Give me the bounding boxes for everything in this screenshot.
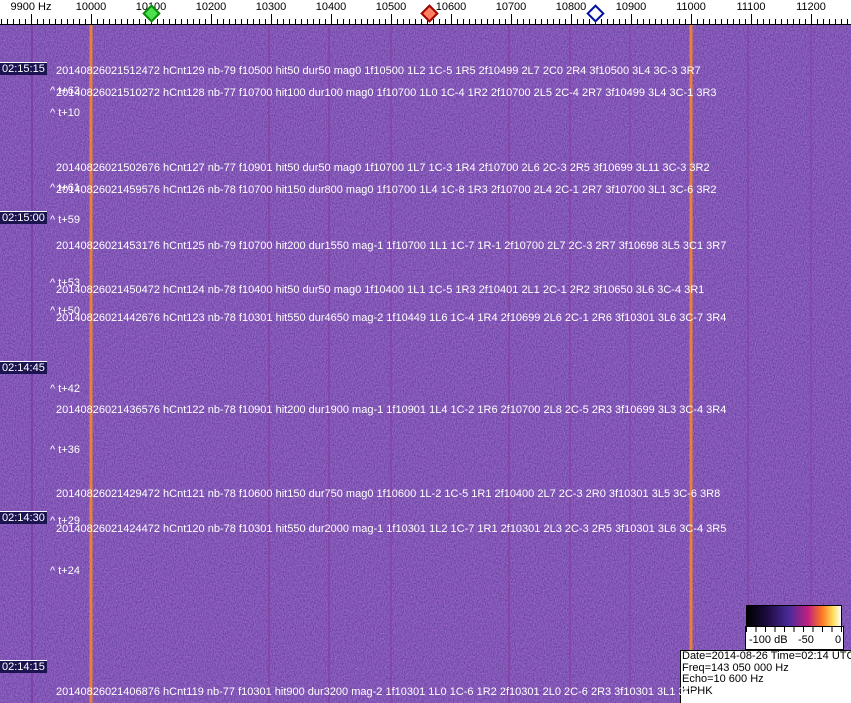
noise-background bbox=[0, 25, 851, 703]
info-box: Date=2014-08-26 Time=02:14 UTC Freq=143 0… bbox=[680, 650, 851, 703]
detection-line: 20140826021502676 hCnt127 nb-77 f10901 h… bbox=[56, 162, 710, 174]
major-tick bbox=[91, 14, 92, 24]
time-label: 02:14:15 bbox=[0, 660, 47, 673]
signal-lines bbox=[31, 25, 812, 703]
info-line: Date=2014-08-26 Time=02:14 UTC bbox=[682, 650, 851, 662]
major-tick bbox=[31, 14, 32, 24]
colorbar-label: -100 dB bbox=[749, 634, 788, 646]
detection-line: 20140826021459576 hCnt126 nb-78 f10700 h… bbox=[56, 184, 717, 196]
detection-line: 20140826021406876 hCnt119 nb-77 f10301 h… bbox=[56, 686, 693, 698]
time-label: 02:14:45 bbox=[0, 361, 47, 374]
time-label: 02:15:00 bbox=[0, 211, 47, 224]
detection-line: 20140826021512472 hCnt129 nb-79 f10500 h… bbox=[56, 65, 701, 77]
major-tick bbox=[331, 14, 332, 24]
time-marker: ^ t+42 bbox=[50, 383, 80, 395]
detection-line: 20140826021442676 hCnt123 nb-78 f10301 h… bbox=[56, 312, 727, 324]
info-line: HPHK bbox=[682, 684, 713, 697]
time-marker: ^ t+50 bbox=[50, 305, 80, 317]
frequency-label: 11100 bbox=[736, 1, 766, 13]
major-tick bbox=[451, 14, 452, 24]
detection-line: 20140826021424472 hCnt120 nb-78 f10301 h… bbox=[56, 523, 727, 535]
major-tick bbox=[391, 14, 392, 24]
frequency-label: 10900 bbox=[615, 1, 647, 13]
frequency-label: 10000 bbox=[75, 1, 107, 13]
time-marker: ^ t+10 bbox=[50, 107, 80, 119]
major-tick bbox=[691, 14, 692, 24]
detection-line: 20140826021429472 hCnt121 nb-78 f10600 h… bbox=[56, 488, 721, 500]
major-tick bbox=[271, 14, 272, 24]
time-marker: ^ t+59 bbox=[50, 214, 80, 226]
frequency-label: 10400 bbox=[315, 1, 347, 13]
major-tick bbox=[751, 14, 752, 24]
frequency-label: 10600 bbox=[435, 1, 467, 13]
waterfall bbox=[0, 25, 851, 703]
colorbar-label: 0 bbox=[835, 634, 842, 646]
frequency-label: 11000 bbox=[676, 1, 706, 13]
time-marker: ^ t+63 bbox=[50, 85, 80, 97]
frequency-label: 11200 bbox=[796, 1, 826, 13]
frequency-label: 10500 bbox=[375, 1, 407, 13]
major-tick bbox=[631, 14, 632, 24]
colorbar bbox=[746, 605, 842, 627]
frequency-label: 10700 bbox=[495, 1, 527, 13]
info-line: Freq=143 050 000 Hz bbox=[682, 661, 789, 674]
detection-line: 20140826021453176 hCnt125 nb-79 f10700 h… bbox=[56, 240, 727, 252]
time-label: 02:14:30 bbox=[0, 511, 47, 524]
colorbar-label: -50 bbox=[798, 634, 814, 646]
time-marker: ^ t+53 bbox=[50, 277, 80, 289]
major-tick bbox=[511, 14, 512, 24]
major-tick bbox=[571, 14, 572, 24]
colorbar-scale: -100 dB -50 0 bbox=[745, 626, 844, 650]
frequency-label: 10800 bbox=[555, 1, 587, 13]
detection-line: 20140826021450472 hCnt124 nb-78 f10400 h… bbox=[56, 284, 705, 296]
frequency-label: 10300 bbox=[255, 1, 287, 13]
major-tick bbox=[211, 14, 212, 24]
time-marker: ^ t+61 bbox=[50, 182, 80, 194]
major-tick bbox=[811, 14, 812, 24]
time-marker: ^ t+29 bbox=[50, 515, 80, 527]
detection-line: 20140826021510272 hCnt128 nb-77 f10700 h… bbox=[56, 87, 717, 99]
time-label: 02:15:15 bbox=[0, 62, 47, 75]
time-marker: ^ t+24 bbox=[50, 565, 80, 577]
time-marker: ^ t+36 bbox=[50, 444, 80, 456]
detection-line: 20140826021436576 hCnt122 nb-78 f10901 h… bbox=[56, 404, 727, 416]
info-line: Echo=10 600 Hz bbox=[682, 673, 764, 685]
frequency-label: 10200 bbox=[195, 1, 227, 13]
frequency-label: 9900 Hz bbox=[10, 1, 52, 13]
